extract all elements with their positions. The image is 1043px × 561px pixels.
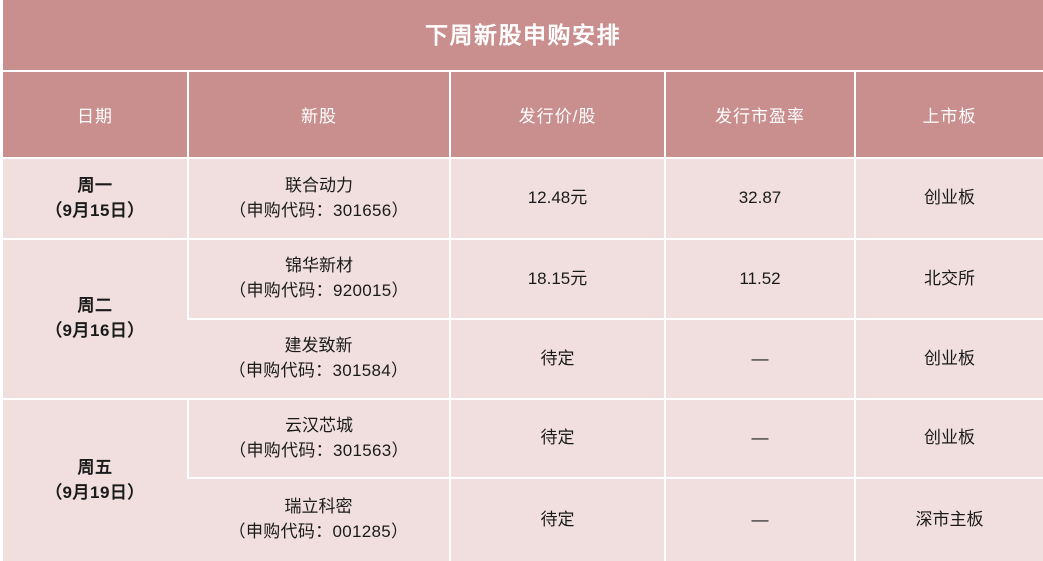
stock-name: 锦华新材 bbox=[285, 256, 353, 276]
cell-pe: — bbox=[664, 477, 855, 561]
cell-stock: 云汉芯城 （申购代码：301563） bbox=[187, 398, 450, 478]
stock-code: （申购代码：301584） bbox=[228, 361, 409, 380]
date-full: （9月15日） bbox=[45, 200, 145, 220]
cell-stock: 瑞立科密 （申购代码：001285） bbox=[188, 477, 450, 561]
table-row: 周二 （9月16日） 锦华新材 （申购代码：920015） 18.15元 11.… bbox=[3, 238, 1043, 399]
cell-stock: 建发致新 （申购代码：301584） bbox=[188, 318, 450, 399]
cell-date: 周一 （9月15日） bbox=[3, 157, 188, 239]
cell-board: 北交所 bbox=[854, 238, 1043, 319]
cell-stock: 联合动力 （申购代码：301656） bbox=[187, 157, 450, 239]
date-weekday: 周一 bbox=[77, 175, 113, 195]
cell-board: 深市主板 bbox=[854, 477, 1043, 561]
stock-code: （申购代码：301563） bbox=[229, 440, 409, 460]
stock-code: （申购代码：001285） bbox=[228, 522, 409, 541]
cell-price: 待定 bbox=[449, 318, 665, 399]
date-weekday: 周五 bbox=[77, 457, 113, 477]
cell-board: 创业板 bbox=[854, 398, 1043, 478]
table-body: 周一 （9月15日） 联合动力 （申购代码：301656） 12.48元 32.… bbox=[3, 157, 1043, 561]
cell-pe: — bbox=[664, 398, 855, 478]
stock-name: 云汉芯城 bbox=[285, 415, 353, 435]
title-divider bbox=[3, 70, 1043, 72]
cell-board: 创业板 bbox=[854, 318, 1043, 399]
card-title-bar: 下周新股申购安排 bbox=[3, 0, 1043, 70]
stock-name: 联合动力 bbox=[285, 175, 353, 195]
cell-pe: 11.52 bbox=[664, 238, 855, 319]
cell-date: 周五 （9月19日） bbox=[3, 398, 188, 561]
stock-name: 建发致新 bbox=[284, 336, 353, 356]
table-row: 瑞立科密 （申购代码：001285） 待定 — 深市主板 bbox=[3, 477, 1043, 561]
stock-code: （申购代码：301656） bbox=[229, 200, 409, 220]
table-row: 建发致新 （申购代码：301584） 待定 — 创业板 bbox=[3, 318, 1043, 399]
cell-board: 创业板 bbox=[854, 157, 1043, 239]
page-title: 下周新股申购安排 bbox=[425, 21, 621, 48]
cell-pe: — bbox=[664, 318, 855, 399]
cell-stock: 锦华新材 （申购代码：920015） bbox=[187, 238, 450, 319]
column-header-board: 上市板 bbox=[854, 72, 1043, 158]
column-header-price: 发行价/股 bbox=[449, 72, 665, 158]
table-row: 周五 （9月19日） 云汉芯城 （申购代码：301563） 待定 — 创业板 bbox=[3, 398, 1043, 561]
date-full: （9月16日） bbox=[45, 321, 145, 340]
cell-price: 待定 bbox=[449, 398, 665, 478]
column-header-pe: 发行市盈率 bbox=[664, 72, 855, 158]
table-row: 周一 （9月15日） 联合动力 （申购代码：301656） 12.48元 32.… bbox=[3, 157, 1043, 239]
column-header-date: 日期 bbox=[3, 72, 188, 158]
cell-price: 待定 bbox=[449, 477, 665, 561]
ipo-schedule-table: 日期 新股 发行价/股 发行市盈率 上市板 周一 （9月15日） 联合动力 （申… bbox=[3, 72, 1043, 561]
cell-pe: 32.87 bbox=[664, 157, 855, 239]
table-header: 日期 新股 发行价/股 发行市盈率 上市板 bbox=[3, 72, 1043, 158]
stock-code: （申购代码：920015） bbox=[229, 281, 409, 300]
date-weekday: 周二 bbox=[77, 296, 113, 316]
column-header-stock: 新股 bbox=[187, 72, 450, 158]
cell-date: 周二 （9月16日） bbox=[3, 238, 188, 399]
date-full: （9月19日） bbox=[45, 482, 145, 502]
cell-price: 18.15元 bbox=[449, 238, 665, 319]
stock-name: 瑞立科密 bbox=[284, 497, 353, 517]
cell-price: 12.48元 bbox=[449, 157, 665, 239]
table-header-row: 日期 新股 发行价/股 发行市盈率 上市板 bbox=[3, 72, 1043, 158]
